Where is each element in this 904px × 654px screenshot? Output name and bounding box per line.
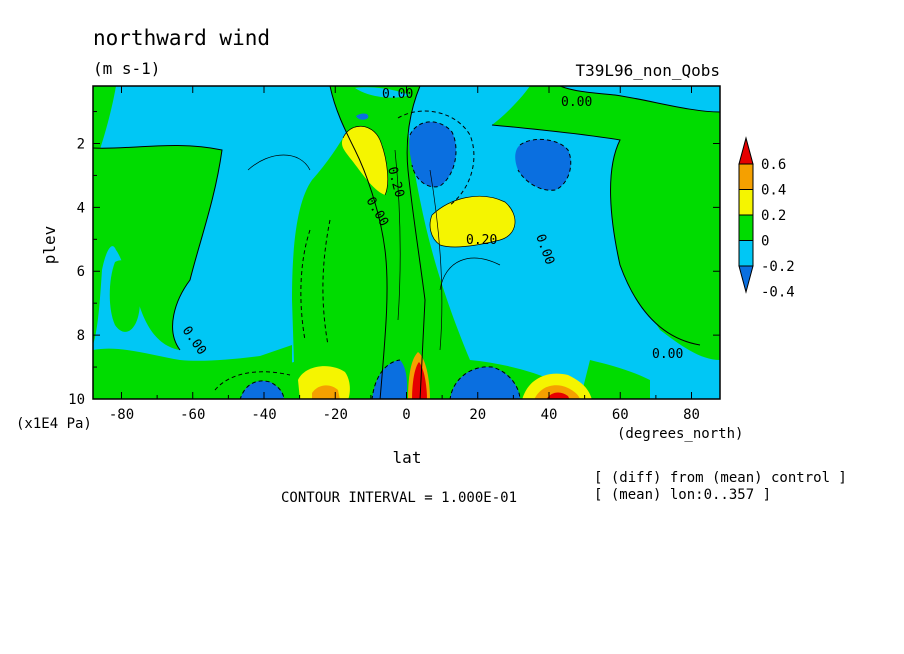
max-equator-red	[412, 362, 427, 399]
contour-dashed-2	[397, 110, 475, 206]
max-sh-lower-orange	[312, 385, 340, 399]
contour-dashed-8	[239, 380, 285, 399]
colorbar-label: 0.2	[761, 208, 786, 224]
region-pos-nh-right	[621, 123, 720, 361]
region-pos-sh-blob	[109, 260, 140, 332]
contour-zero-column-left	[329, 86, 388, 399]
max-nh-lower-red	[546, 392, 570, 399]
region-pos-equatorial-column	[330, 86, 425, 399]
note-mean: [ (mean) lon:0..357 ]	[594, 487, 771, 503]
colorbar-label: -0.4	[761, 285, 795, 301]
contour-dashed-4	[300, 229, 311, 341]
x-units: (degrees_north)	[617, 426, 743, 442]
x-tick-label: 0	[402, 407, 410, 423]
x-tick-label: -60	[180, 407, 205, 423]
contour-dashed-6	[449, 366, 521, 399]
y-tick-label: 6	[77, 264, 85, 280]
y-axis: 2 4 6 8 10	[68, 111, 720, 408]
contour-label: 0.00	[382, 87, 413, 102]
contour-dashed-1	[409, 121, 457, 188]
y-axis-label: plev	[40, 226, 59, 265]
colorbar: 0.6 0.4 0.2 0 -0.2 -0.4	[738, 136, 795, 301]
min-sh-lower	[240, 381, 284, 399]
colorbar-label: -0.2	[761, 259, 795, 275]
region-pos-nh-lower	[580, 360, 650, 399]
y-tick-label: 8	[77, 328, 85, 344]
x-tick-label: 60	[612, 407, 629, 423]
x-tick-label: -40	[251, 407, 276, 423]
note-diff: [ (diff) from (mean) control ]	[594, 470, 847, 486]
colorbar-segment	[738, 214, 754, 241]
colorbar-label: 0.6	[761, 157, 786, 173]
contour-interval: CONTOUR INTERVAL = 1.000E-01	[281, 490, 517, 506]
contour-inner-1	[342, 125, 389, 196]
x-tick-label: 20	[469, 407, 486, 423]
chart-title: northward wind	[93, 26, 270, 50]
run-label: T39L96_non_Qobs	[576, 61, 721, 80]
contour-label: 0.20	[466, 233, 497, 248]
max-nh-midlevel	[430, 196, 516, 248]
contour-dashed-9	[214, 371, 291, 391]
x-tick-label: -20	[323, 407, 348, 423]
contour-label: 0.00	[652, 347, 683, 362]
x-tick-label: 80	[683, 407, 700, 423]
min-sh-small	[356, 113, 369, 120]
y-tick-label: 2	[77, 136, 85, 152]
contour-inner-5	[394, 149, 401, 321]
contour-zero-column-right	[406, 86, 426, 399]
contour-dashed-7	[371, 359, 401, 399]
contour-dashed-3	[517, 138, 572, 191]
region-pos-sh-tongue	[93, 145, 222, 350]
x-tick-label: 40	[541, 407, 558, 423]
max-upper-sh	[341, 126, 388, 195]
contour-label: 0.00	[561, 95, 592, 110]
colorbar-label: 0.4	[761, 183, 786, 199]
contour-inner-2	[429, 195, 516, 248]
y-tick-label: 10	[68, 392, 85, 408]
contour-inner-4	[439, 257, 501, 291]
y-units: (x1E4 Pa)	[16, 416, 92, 432]
contour-lines	[93, 86, 720, 399]
region-pos-sh-lower-band	[93, 345, 292, 399]
plot-area: 0.00 0.00 0.20 0.00 0.20 0.00 0.00 0.00	[93, 86, 720, 399]
x-axis-label: lat	[393, 448, 422, 467]
contour-inner-6	[429, 169, 443, 351]
colorbar-segment	[738, 240, 754, 267]
contour-zero-left	[93, 144, 223, 351]
min-upper-nh	[409, 121, 456, 187]
min-nh-lower	[450, 366, 520, 399]
region-pos-sh-left-edge	[93, 86, 116, 170]
colorbar-label: 0	[761, 234, 769, 250]
min-nh-upper-east	[515, 139, 571, 191]
y-tick-label: 4	[77, 200, 85, 216]
x-tick-label: -80	[109, 407, 134, 423]
colorbar-segment	[738, 189, 754, 216]
colorbar-arrow-high	[738, 136, 754, 165]
chart-units: (m s-1)	[93, 59, 160, 78]
max-nh-lower-orange	[534, 385, 580, 399]
x-axis: -80 -60 -40 -20 0 20 40 60 80	[109, 86, 700, 423]
colorbar-segment	[738, 163, 754, 190]
region-neg-nh-polar	[405, 86, 720, 399]
region-top-sliver	[355, 87, 410, 98]
colorbar-arrow-low	[738, 265, 754, 294]
contour-zero-nh-top	[559, 86, 720, 113]
contour-zero-nh	[491, 124, 701, 346]
contour-inner-3	[247, 154, 311, 171]
